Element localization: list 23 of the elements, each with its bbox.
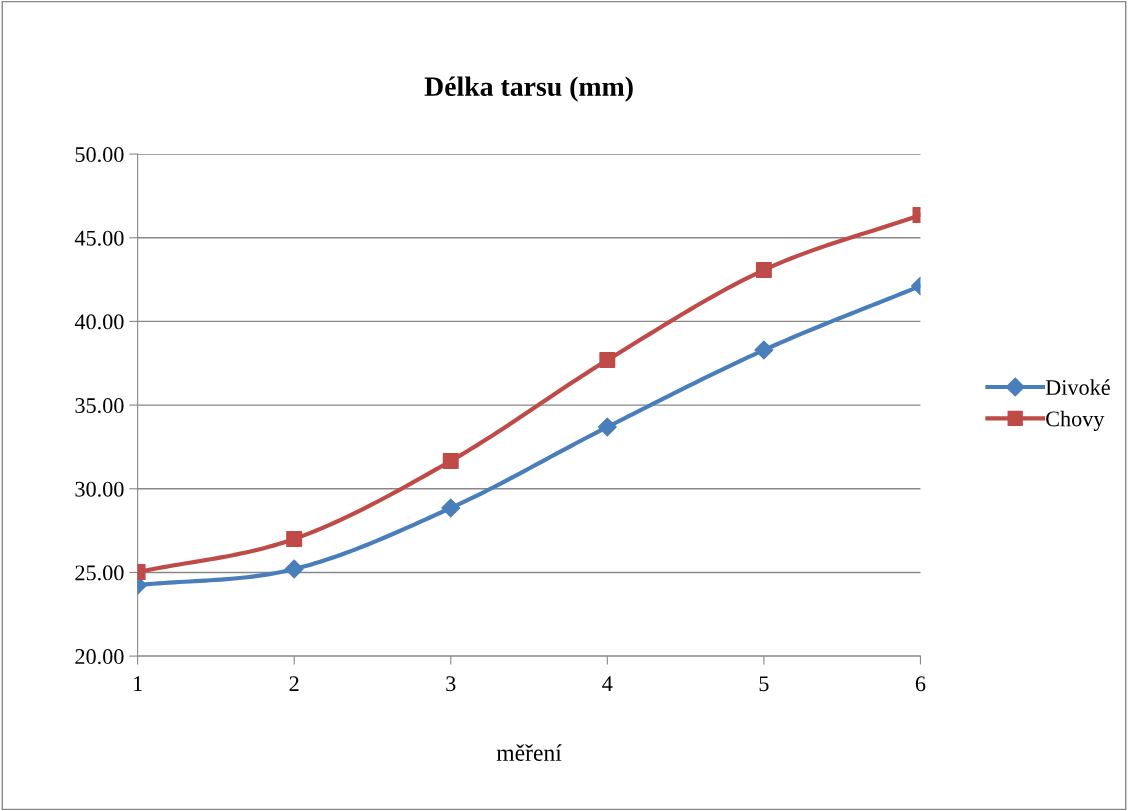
- x-tick-label: 5: [759, 676, 769, 692]
- x-tick-label: 1: [134, 676, 142, 691]
- legend-label: Chovy: [1046, 410, 1105, 431]
- point: [286, 530, 303, 547]
- x-tick-label: 2: [289, 676, 299, 691]
- x-tick-label: 6: [915, 676, 926, 692]
- chart-title: Délka tarsu (mm): [424, 76, 633, 102]
- y-tick-label: 20.00: [75, 649, 124, 665]
- y-tick-label: 30.00: [75, 481, 124, 497]
- point: [441, 498, 461, 518]
- x-tick-label: 4: [602, 676, 613, 691]
- x-axis-title: měření: [496, 744, 562, 761]
- y-tick-label: 25.00: [75, 565, 124, 581]
- point: [442, 453, 459, 469]
- point: [599, 352, 616, 369]
- point: [597, 417, 617, 437]
- y-tick-label: 50.00: [75, 147, 124, 163]
- legend-label: Divoké: [1045, 379, 1110, 395]
- y-tick-label: 40.00: [74, 314, 124, 330]
- y-tick-label: 35.00: [75, 398, 124, 414]
- x-tick-label: 3: [446, 676, 456, 692]
- y-tick-label: 45.00: [74, 230, 124, 246]
- point: [755, 262, 772, 279]
